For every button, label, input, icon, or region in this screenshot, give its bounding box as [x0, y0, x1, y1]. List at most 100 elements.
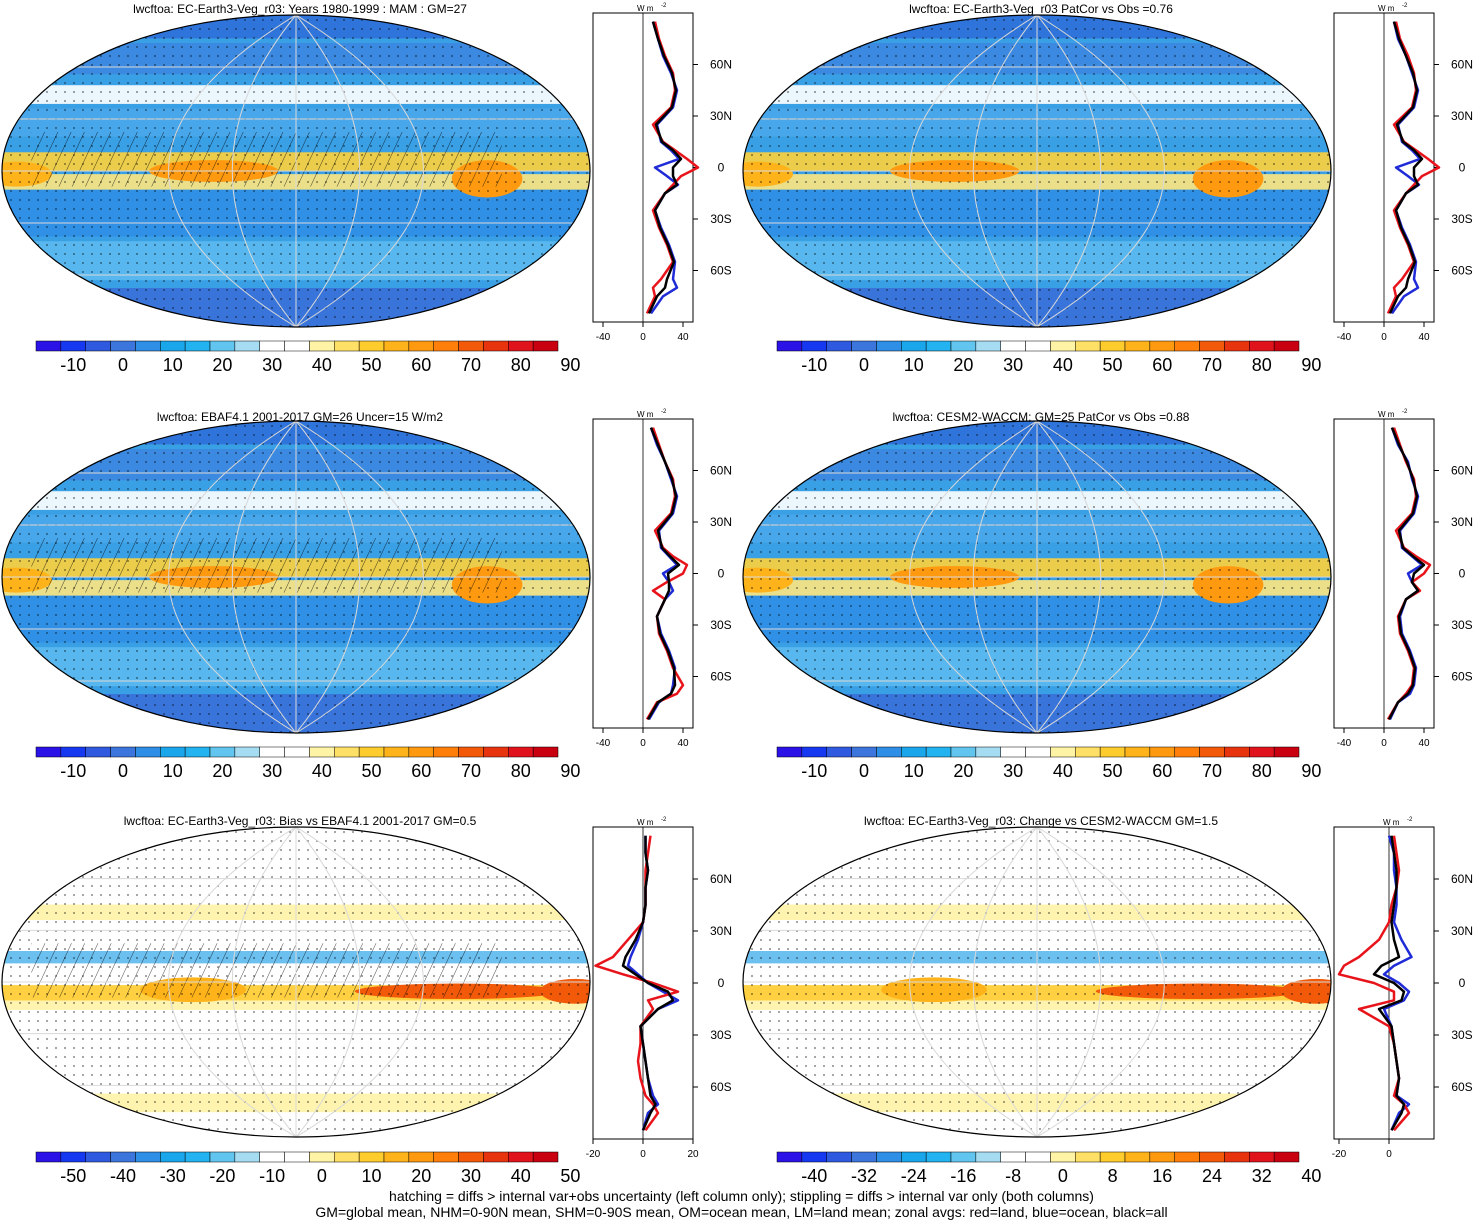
zonal-unit-label: W m: [1378, 410, 1395, 419]
zonal-xtick-label: 0: [1381, 332, 1387, 343]
zonal-ytick-label: 0: [718, 976, 725, 990]
graticule-meridian: [295, 421, 361, 733]
colorbar-label: 30: [262, 761, 282, 781]
zonal-xtick-label: -20: [1332, 1149, 1347, 1160]
colorbar-swatch: [110, 746, 136, 758]
colorbar-swatch: [234, 340, 260, 352]
colorbar-swatch: [801, 340, 827, 352]
colorbar-swatch: [1199, 340, 1225, 352]
colorbar-label: 10: [163, 355, 183, 375]
zonal-xtick-label: -40: [1337, 738, 1352, 749]
colorbar-label: 20: [212, 761, 232, 781]
colorbar-swatch: [925, 746, 952, 758]
colorbar-swatch: [160, 340, 186, 352]
colorbar-swatch: [358, 1151, 385, 1163]
colorbar-swatch: [508, 340, 534, 352]
zonal-unit-label: W m: [637, 818, 654, 827]
colorbar-label: 10: [904, 761, 924, 781]
zonal-xtick-label: -40: [596, 332, 611, 343]
colorbar-label: 0: [118, 355, 128, 375]
zonal-line-all: [1387, 427, 1426, 720]
colorbar-label: 8: [1108, 1166, 1118, 1182]
footer-line-2: GM=global mean, NHM=0-90N mean, SHM=0-90…: [315, 1204, 1168, 1220]
zonal-xtick-label: 20: [687, 1149, 699, 1160]
map-outline: [742, 420, 1332, 734]
colorbar-swatch: [1000, 1151, 1026, 1163]
zonal-panel: -40 0 40 60N 30N 0 30S 60S W m -2: [1333, 409, 1473, 749]
zonal-line-land: [594, 835, 680, 1132]
colorbar-label: 50: [362, 355, 382, 375]
zonal-xtick-label: -40: [1337, 332, 1352, 343]
zonal-line-all: [1388, 21, 1424, 314]
colorbar-swatch: [851, 1151, 877, 1163]
zonal-line-ocean: [649, 21, 681, 315]
colorbar-swatch: [408, 340, 434, 352]
colorbar-swatch: [851, 340, 877, 352]
zonal-line-all: [1372, 835, 1406, 1131]
colorbar-label: 32: [1252, 1166, 1272, 1182]
colorbar-label: 0: [859, 355, 869, 375]
graticule-meridian: [909, 421, 1038, 733]
map-outline: [1, 826, 591, 1138]
colorbar-label: 40: [1301, 1166, 1321, 1182]
graticule-meridian: [295, 827, 361, 1137]
colorbar-swatch: [901, 1151, 927, 1163]
zonal-panel: -20 0 60N 30N 0 30S 60S W m -2: [1332, 817, 1473, 1160]
colorbar-swatch: [234, 746, 260, 758]
map-svg: -50 -40 -30 -20 -10 0 10 20 30 40 50 -20 0 20 60N 30N 0 3…: [1, 817, 732, 1182]
map-field: [743, 421, 1331, 733]
zonal-ytick-label: 0: [718, 161, 725, 175]
zonal-ytick-label: 60N: [710, 58, 732, 72]
colorbar-swatch: [135, 1151, 161, 1163]
colorbar-label: 50: [560, 1166, 580, 1182]
colorbar-label: 60: [1152, 355, 1172, 375]
colorbar-label: 90: [560, 761, 580, 781]
colorbar-swatch: [383, 746, 410, 758]
colorbar-label: -24: [901, 1166, 927, 1182]
map-title: lwcftoa: EC-Earth3-Veg_r03: Bias vs EBAF…: [123, 814, 477, 828]
colorbar-swatch: [1199, 746, 1225, 758]
colorbar-label: -20: [209, 1166, 235, 1182]
graticule-meridian: [972, 827, 1038, 1137]
colorbar-swatch: [826, 1151, 852, 1163]
colorbar-swatch: [135, 340, 161, 352]
colorbar-label: -30: [160, 1166, 186, 1182]
colorbar-label: 40: [1053, 355, 1073, 375]
colorbar-swatch: [433, 1151, 459, 1163]
colorbar-swatch: [1273, 746, 1300, 758]
colorbar-swatch: [1149, 340, 1175, 352]
colorbar-swatch: [901, 746, 927, 758]
panel-5: lwcftoa: EC-Earth3-Veg_r03: Bias vs EBAF…: [0, 812, 741, 1182]
colorbar-swatch: [1199, 1151, 1225, 1163]
colorbar-swatch: [801, 746, 827, 758]
zonal-ytick-label: 60N: [1451, 58, 1473, 72]
colorbar-label: 30: [1003, 355, 1023, 375]
panel-6: lwcftoa: EC-Earth3-Veg_r03: Change vs CE…: [741, 812, 1483, 1182]
colorbar-label: 70: [1202, 761, 1222, 781]
graticule-meridian: [231, 421, 297, 733]
colorbar-swatch: [383, 340, 410, 352]
colorbar-label: 60: [1152, 761, 1172, 781]
map-title: lwcftoa: EC-Earth3-Veg_r03 PatCor vs Obs…: [909, 2, 1173, 16]
zonal-ytick-label: 0: [1459, 161, 1466, 175]
colorbar-label: 0: [118, 761, 128, 781]
zonal-unit-label: W m: [1378, 4, 1395, 13]
colorbar-swatch: [184, 1151, 211, 1163]
colorbar-swatch: [876, 1151, 902, 1163]
colorbar-swatch: [801, 1151, 827, 1163]
zonal-panel: -20 0 20 60N 30N 0 30S 60S W m -2: [586, 817, 732, 1160]
colorbar-swatch: [259, 340, 285, 352]
colorbar-label: 30: [461, 1166, 481, 1182]
zonal-unit-exponent: -2: [1402, 3, 1408, 9]
zonal-ytick-label: 60S: [1451, 670, 1472, 684]
graticule-meridian: [231, 827, 297, 1137]
zonal-ytick-label: 30N: [1451, 109, 1473, 123]
map-title: lwcftoa: EC-Earth3-Veg_r03: Change vs CE…: [863, 814, 1219, 828]
graticule-meridian: [909, 15, 1038, 327]
colorbar-swatch: [483, 746, 509, 758]
colorbar-label: 0: [317, 1166, 327, 1182]
zonal-ytick-label: 60N: [1451, 872, 1473, 886]
graticule-meridian: [168, 15, 297, 327]
zonal-ytick-label: 30S: [1451, 212, 1472, 226]
colorbar-swatch: [950, 1151, 977, 1163]
